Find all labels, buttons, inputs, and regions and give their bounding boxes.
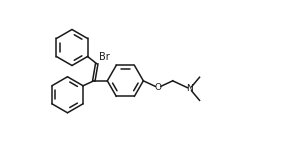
Text: N: N	[187, 84, 193, 93]
Text: O: O	[155, 83, 162, 92]
Text: Br: Br	[99, 52, 110, 62]
